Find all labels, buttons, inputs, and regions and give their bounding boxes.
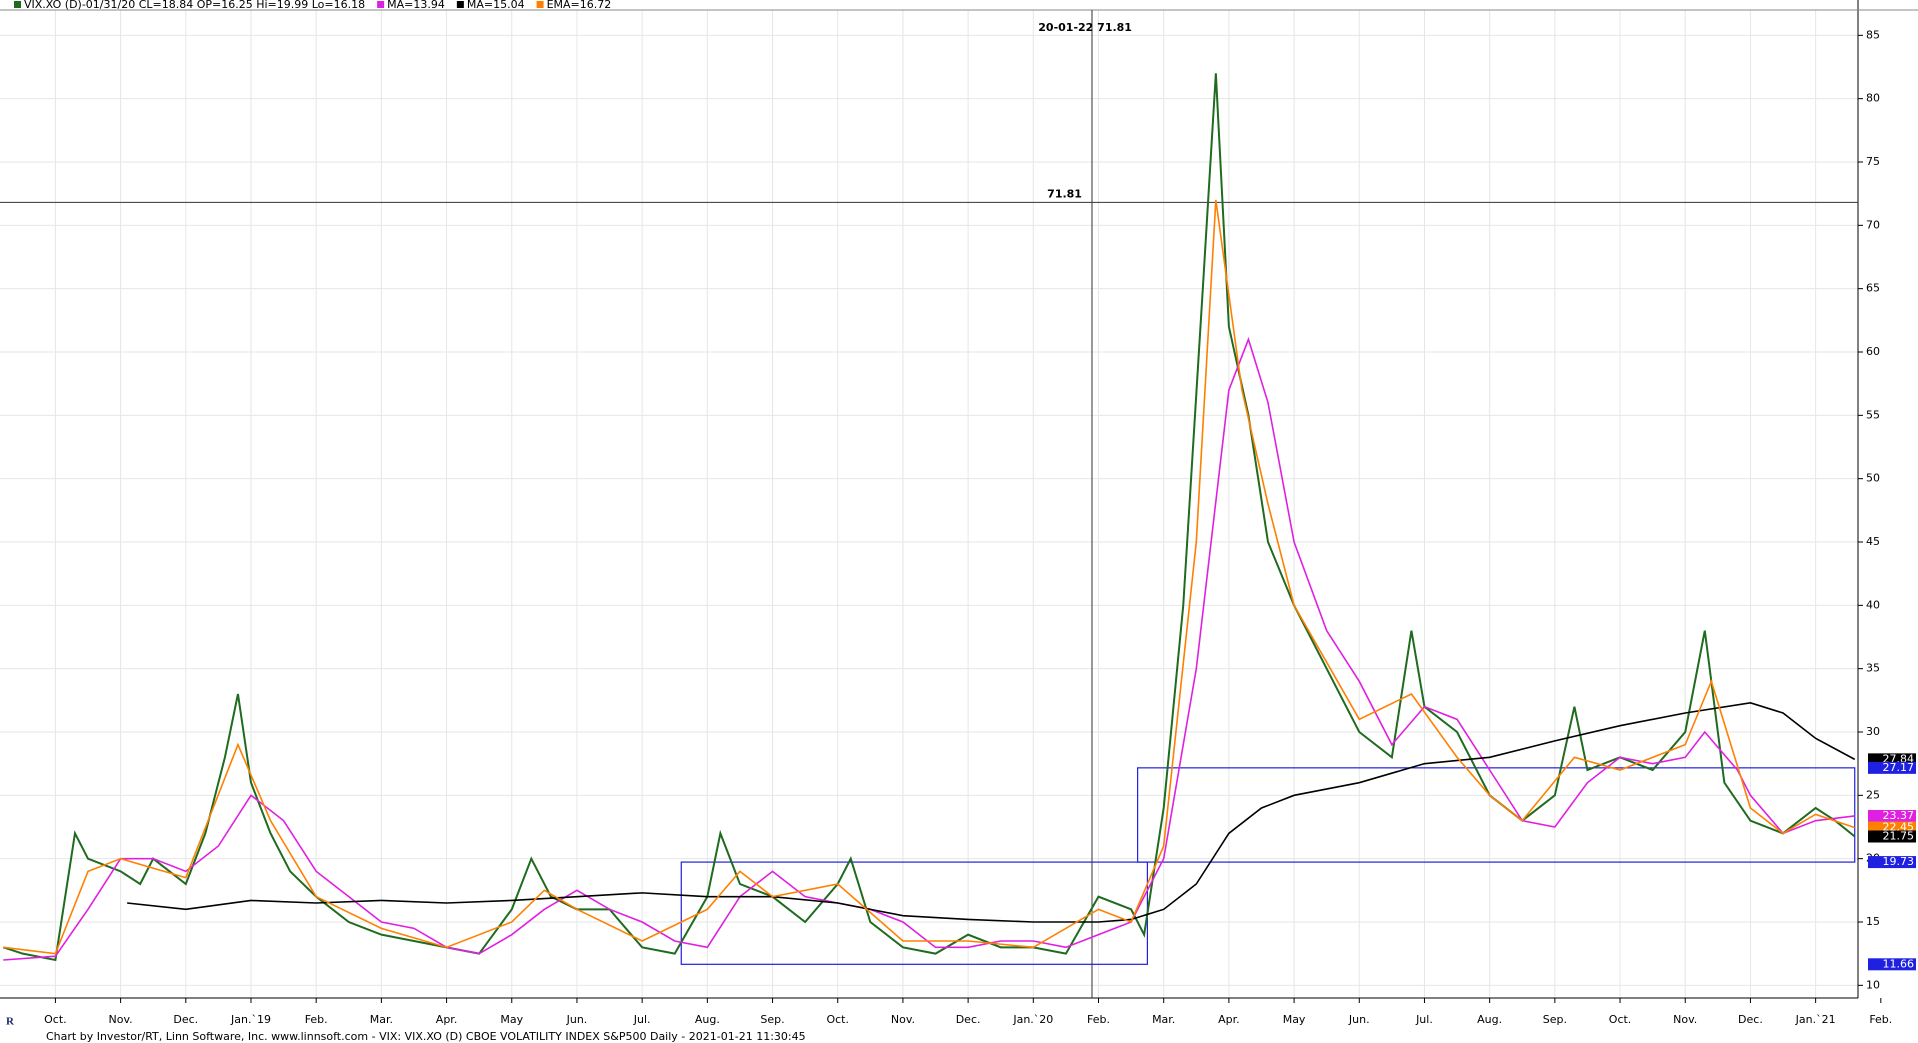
- x-tick-label: Jul.: [1415, 1013, 1433, 1026]
- legend-entry: MA=15.04: [467, 0, 525, 11]
- hline-label: 71.81: [1047, 187, 1082, 200]
- y-tick-label: 70: [1866, 218, 1880, 231]
- x-tick-label: Jun.: [1348, 1013, 1370, 1026]
- x-tick-label: May: [500, 1013, 523, 1026]
- x-tick-label: Apr.: [1218, 1013, 1240, 1026]
- price-tag: [1868, 830, 1916, 843]
- y-tick-label: 80: [1866, 92, 1880, 105]
- price-tag-label: 21.75: [1883, 830, 1915, 843]
- x-tick-label: Feb.: [1087, 1013, 1110, 1026]
- price-tag: [1868, 761, 1916, 774]
- price-tag-label: 11.66: [1883, 957, 1915, 970]
- y-tick-label: 65: [1866, 282, 1880, 295]
- logo: R: [6, 1016, 15, 1028]
- series-line: [127, 702, 1856, 923]
- y-tick-label: 30: [1866, 725, 1880, 738]
- x-tick-label: Feb.: [305, 1013, 328, 1026]
- x-tick-label: Jan.`21: [1795, 1013, 1836, 1026]
- x-tick-label: Dec.: [956, 1013, 981, 1026]
- legend-entry: MA=13.94: [387, 0, 445, 11]
- x-tick-label: Jan.`20: [1012, 1013, 1053, 1026]
- x-tick-label: Sep.: [760, 1013, 784, 1026]
- x-tick-label: Sep.: [1543, 1013, 1567, 1026]
- y-tick-label: 50: [1866, 472, 1880, 485]
- x-tick-label: Oct.: [826, 1013, 849, 1026]
- x-tick-label: Aug.: [1477, 1013, 1502, 1026]
- y-tick-label: 45: [1866, 535, 1880, 548]
- x-tick-label: Jun.: [566, 1013, 588, 1026]
- x-tick-label: Nov.: [1673, 1013, 1697, 1026]
- price-tag: [1868, 958, 1916, 971]
- crosshair-label: 20-01-22 71.81: [1038, 21, 1132, 34]
- y-tick-label: 25: [1866, 788, 1880, 801]
- y-tick-label: 40: [1866, 598, 1880, 611]
- x-tick-label: Aug.: [695, 1013, 720, 1026]
- footer: Chart by Investor/RT, Linn Software, Inc…: [46, 1030, 806, 1043]
- x-tick-label: Jan.`19: [230, 1013, 271, 1026]
- price-tag-label: 27.17: [1883, 761, 1915, 774]
- legend-swatch: [14, 1, 21, 8]
- series-line: [3, 199, 1855, 955]
- price-tag: [1868, 809, 1916, 822]
- x-tick-label: Nov.: [891, 1013, 915, 1026]
- x-tick-label: Mar.: [1152, 1013, 1175, 1026]
- legend-swatch: [536, 1, 544, 8]
- x-tick-label: Apr.: [436, 1013, 458, 1026]
- x-tick-label: Dec.: [1738, 1013, 1763, 1026]
- x-tick-label: Oct.: [1609, 1013, 1632, 1026]
- price-tag: [1868, 856, 1916, 869]
- y-tick-label: 35: [1866, 662, 1880, 675]
- y-tick-label: 55: [1866, 408, 1880, 421]
- series-line: [2, 73, 1856, 962]
- x-tick-label: Mar.: [370, 1013, 393, 1026]
- x-tick-label: Oct.: [44, 1013, 67, 1026]
- legend-entry: VIX.XO (D)-01/31/20 CL=18.84 OP=16.25 Hi…: [24, 0, 365, 11]
- series-line: [3, 336, 1855, 961]
- price-tag-label: 23.37: [1883, 809, 1915, 822]
- price-tag-label: 19.73: [1883, 855, 1915, 868]
- x-tick-label: Dec.: [173, 1013, 198, 1026]
- x-tick-label: Nov.: [109, 1013, 133, 1026]
- y-tick-label: 10: [1866, 978, 1880, 991]
- legend-entry: EMA=16.72: [547, 0, 612, 11]
- y-tick-label: 15: [1866, 915, 1880, 928]
- x-tick-label: Feb.: [1869, 1013, 1892, 1026]
- y-tick-label: 60: [1866, 345, 1880, 358]
- legend-swatch: [456, 1, 464, 8]
- y-tick-label: 75: [1866, 155, 1880, 168]
- price-tag-label: 22.45: [1883, 821, 1915, 834]
- legend-swatch: [377, 1, 385, 8]
- x-tick-label: Jul.: [633, 1013, 651, 1026]
- y-tick-label: 85: [1866, 28, 1880, 41]
- range-box: [1137, 767, 1856, 863]
- x-tick-label: May: [1283, 1013, 1306, 1026]
